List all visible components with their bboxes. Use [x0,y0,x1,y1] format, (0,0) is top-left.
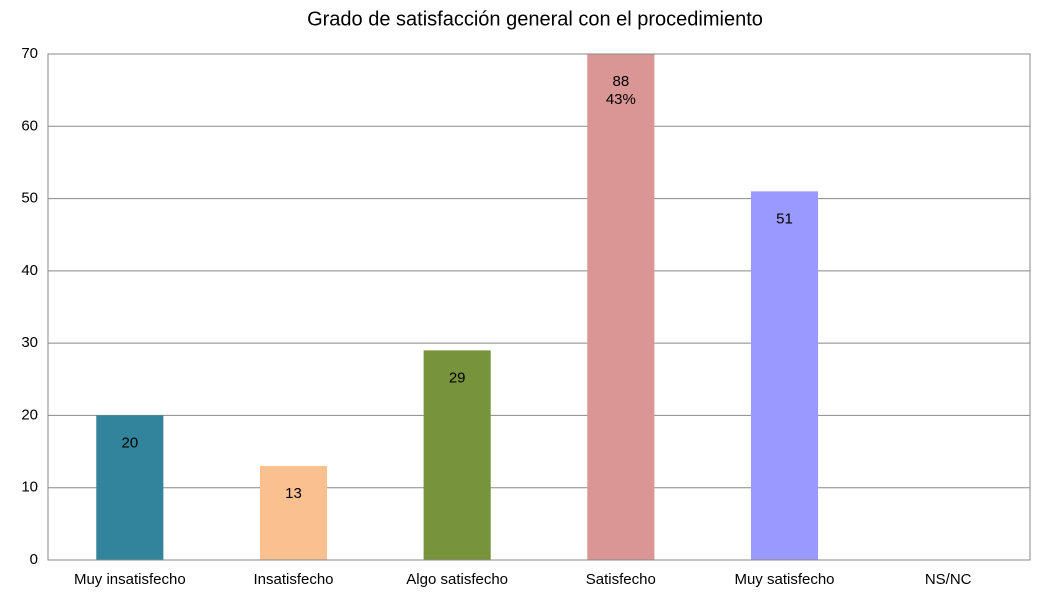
percent-label: 43% [606,91,636,108]
y-tick-label: 40 [21,262,38,279]
y-tick-label: 30 [21,334,38,351]
chart-title: Grado de satisfacción general con el pro… [307,8,763,30]
y-tick-label: 60 [21,117,38,134]
value-label: 51 [776,210,793,227]
x-tick-label: Insatisfecho [253,571,333,588]
y-tick-label: 10 [21,479,38,496]
bar [259,466,328,560]
y-tick-label: 0 [30,551,38,568]
value-label: 20 [121,434,138,451]
x-tick-label: Muy insatisfecho [74,571,186,588]
y-tick-label: 50 [21,190,38,207]
labels: 0 10 20 30 40 50 60 70 Muy insatisfecho 20 Insatis… [21,45,971,588]
value-label: 88 [612,73,629,90]
x-tick-label: Satisfecho [586,571,656,588]
x-tick-label: NS/NC [925,571,972,588]
y-tick-label: 70 [21,45,38,62]
value-label: 29 [449,369,466,386]
y-tick-label: 20 [21,406,38,423]
bar [423,350,491,560]
value-label: 13 [285,485,302,502]
bar [750,191,819,560]
x-tick-label: Algo satisfecho [406,571,508,588]
bar [96,415,164,560]
x-tick-label: Muy satisfecho [734,571,834,588]
plot-border [47,53,1031,561]
bars [96,54,819,560]
bar [587,54,655,560]
grid [48,53,1030,561]
